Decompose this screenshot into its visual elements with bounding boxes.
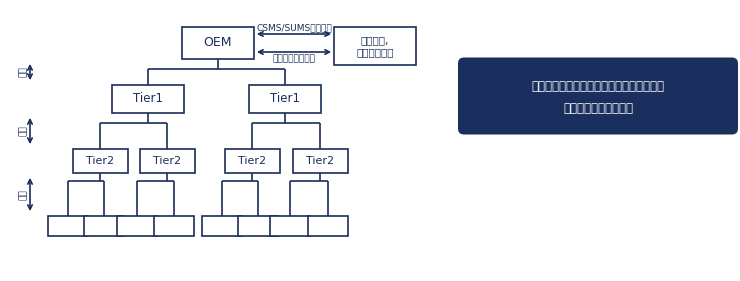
Bar bbox=[154, 216, 194, 236]
Bar bbox=[224, 149, 280, 173]
Text: サプライチェーン全体で論証が必要になる: サプライチェーン全体で論証が必要になる bbox=[531, 80, 665, 92]
Bar bbox=[48, 216, 88, 236]
Text: Tier1: Tier1 bbox=[133, 92, 163, 105]
Bar bbox=[308, 216, 348, 236]
Text: 連携: 連携 bbox=[19, 67, 28, 77]
Bar bbox=[270, 216, 310, 236]
Bar bbox=[84, 216, 124, 236]
Text: Tier2: Tier2 bbox=[86, 156, 114, 166]
Text: Tier2: Tier2 bbox=[153, 156, 181, 166]
Bar bbox=[238, 216, 278, 236]
Text: 認定機関,
技術サービス: 認定機関, 技術サービス bbox=[356, 35, 394, 57]
Text: CSMS/SUMS認定審査: CSMS/SUMS認定審査 bbox=[256, 23, 332, 32]
Text: Tier1: Tier1 bbox=[270, 92, 300, 105]
Bar bbox=[249, 85, 321, 113]
Bar bbox=[202, 216, 242, 236]
Text: 連携: 連携 bbox=[19, 189, 28, 200]
Text: OEM: OEM bbox=[204, 37, 232, 49]
Text: （要求とエビデンス）: （要求とエビデンス） bbox=[563, 101, 633, 114]
Text: 車両型式認定審査: 車両型式認定審査 bbox=[272, 54, 315, 63]
Text: Tier2: Tier2 bbox=[238, 156, 266, 166]
Bar bbox=[73, 149, 127, 173]
Text: Tier2: Tier2 bbox=[306, 156, 334, 166]
Bar bbox=[117, 216, 157, 236]
Bar bbox=[182, 27, 254, 59]
Bar bbox=[140, 149, 195, 173]
FancyBboxPatch shape bbox=[458, 58, 738, 135]
Text: 連携: 連携 bbox=[19, 126, 28, 136]
Bar bbox=[334, 27, 416, 65]
Bar bbox=[292, 149, 348, 173]
Bar bbox=[112, 85, 184, 113]
